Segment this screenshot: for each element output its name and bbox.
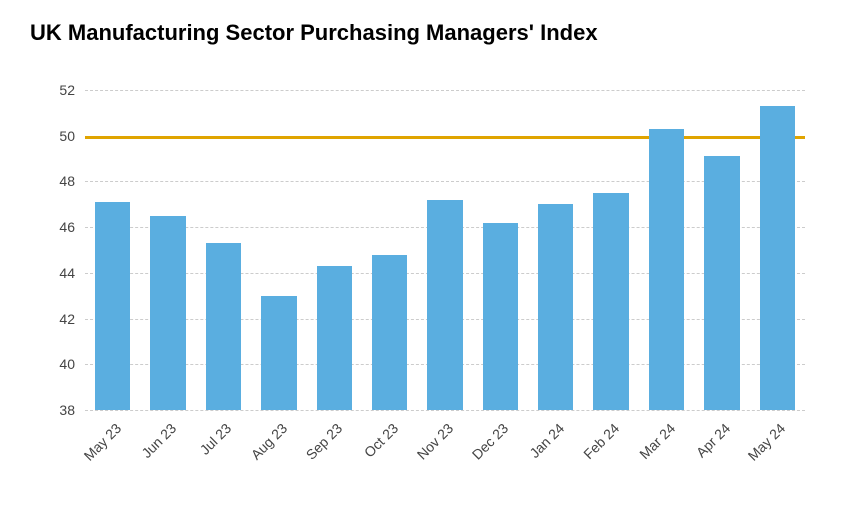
- bar: [372, 255, 407, 410]
- bar: [760, 106, 795, 410]
- x-tick-label: Oct 23: [347, 420, 401, 474]
- bar: [150, 216, 185, 410]
- x-tick-label: Jan 24: [513, 420, 567, 474]
- x-tick-label: Aug 23: [236, 420, 290, 474]
- x-tick-label: Sep 23: [292, 420, 346, 474]
- x-tick-label: Feb 24: [569, 420, 623, 474]
- y-tick-label: 38: [35, 402, 75, 418]
- bar: [704, 156, 739, 410]
- x-tick-label: Jun 23: [126, 420, 180, 474]
- bar: [206, 243, 241, 410]
- x-tick-label: Nov 23: [403, 420, 457, 474]
- bar: [95, 202, 130, 410]
- chart-title: UK Manufacturing Sector Purchasing Manag…: [30, 20, 818, 46]
- y-tick-label: 50: [35, 128, 75, 144]
- bar: [538, 204, 573, 410]
- y-tick-label: 44: [35, 265, 75, 281]
- x-tick-label: Mar 24: [624, 420, 678, 474]
- y-gridline: [85, 410, 805, 411]
- x-tick-label: Apr 24: [679, 420, 733, 474]
- chart-plot-area: 3840424446485052 May 23Jun 23Jul 23Aug 2…: [85, 90, 805, 410]
- y-tick-label: 52: [35, 82, 75, 98]
- bar: [593, 193, 628, 410]
- bar: [649, 129, 684, 410]
- x-tick-label: May 23: [70, 420, 124, 474]
- x-tick-label: May 24: [735, 420, 789, 474]
- y-tick-label: 46: [35, 219, 75, 235]
- bar: [261, 296, 296, 410]
- y-tick-label: 48: [35, 173, 75, 189]
- x-tick-label: Dec 23: [458, 420, 512, 474]
- y-tick-label: 42: [35, 311, 75, 327]
- x-tick-label: Jul 23: [181, 420, 235, 474]
- bar: [483, 223, 518, 410]
- y-tick-label: 40: [35, 356, 75, 372]
- bar: [427, 200, 462, 410]
- bars-group: [85, 90, 805, 410]
- bar: [317, 266, 352, 410]
- chart-container: UK Manufacturing Sector Purchasing Manag…: [0, 0, 848, 518]
- plot-region: [85, 90, 805, 410]
